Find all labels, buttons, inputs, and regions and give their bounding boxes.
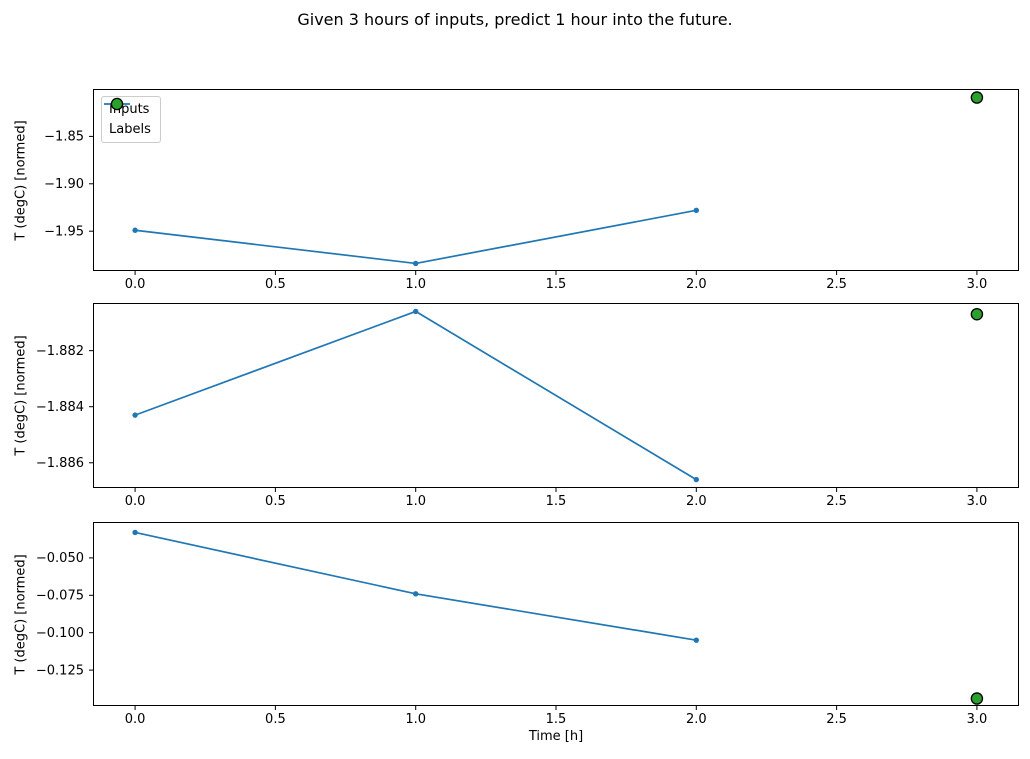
y-axis-label-text: T (degC) [normed] xyxy=(13,553,29,675)
x-axis-label: Time [h] xyxy=(528,729,584,744)
axes-frame xyxy=(93,89,1019,271)
x-tick-label: 3.0 xyxy=(967,494,988,509)
inputs-point xyxy=(693,207,700,214)
x-tick-label: 0.0 xyxy=(125,277,146,292)
axes-frame xyxy=(93,522,1019,706)
inputs-point xyxy=(693,476,700,483)
plot-area: 0.0 0.5 1.0 1.5 2.0 2.5 3.0 −1.882 −1.884 −1.886 xyxy=(36,303,1019,509)
y-axis-label-subplot-2: T (degC) [normed] xyxy=(6,303,36,488)
y-tick-label: −1.85 xyxy=(44,130,84,145)
x-tick-label: 2.0 xyxy=(686,277,707,292)
inputs-point xyxy=(412,260,419,267)
y-tick-label: −0.050 xyxy=(36,551,84,566)
legend-item-labels: Labels xyxy=(109,97,151,137)
y-tick-label: −0.125 xyxy=(36,663,84,678)
legend: Inputs Labels xyxy=(101,96,161,143)
y-axis-label-text: T (degC) [normed] xyxy=(13,119,29,241)
x-tick-label: 2.5 xyxy=(826,494,847,509)
x-tick-label: 0.0 xyxy=(125,494,146,509)
y-tick-label: −1.886 xyxy=(36,456,84,471)
x-tick-label: 2.5 xyxy=(826,277,847,292)
plot-area: 0.0 0.5 1.0 1.5 2.0 2.5 3.0 −0.050 −0.075 −0.100 −… xyxy=(36,522,1019,727)
labels-circle-marker-icon xyxy=(110,97,124,111)
y-tick-label: −1.90 xyxy=(44,177,84,192)
figure-title: Given 3 hours of inputs, predict 1 hour … xyxy=(297,10,733,29)
legend-label-labels: Labels xyxy=(109,122,151,137)
inputs-point xyxy=(412,308,419,315)
inputs-point xyxy=(132,529,138,536)
x-tick-label: 2.5 xyxy=(826,712,847,727)
plot-area: 0.0 0.5 1.0 1.5 2.0 2.5 3.0 −1.85 −1.90 −1.95 xyxy=(44,89,1019,292)
x-tick-label: 1.0 xyxy=(405,712,426,727)
x-tick-label: 3.0 xyxy=(967,277,988,292)
inputs-point xyxy=(412,591,419,597)
y-tick-label: −1.882 xyxy=(36,344,84,359)
y-axis-label-subplot-1: T (degC) [normed] xyxy=(6,89,36,271)
x-tick-label: 3.0 xyxy=(967,712,988,727)
y-tick-label: −0.075 xyxy=(36,589,84,604)
subplot-3: 0.0 0.5 1.0 1.5 2.0 2.5 3.0 −0.050 −0.075 −0.100 −… xyxy=(36,522,1019,727)
y-tick-label: −0.100 xyxy=(36,626,84,641)
x-tick-label: 1.5 xyxy=(546,494,567,509)
inputs-line xyxy=(134,531,697,642)
x-tick-label: 0.0 xyxy=(125,712,146,727)
y-axis-label-subplot-3: T (degC) [normed] xyxy=(6,522,36,706)
labels-point xyxy=(970,307,984,321)
x-tick-label: 2.0 xyxy=(686,494,707,509)
labels-point xyxy=(970,692,984,705)
x-tick-label: 1.0 xyxy=(405,494,426,509)
labels-point xyxy=(970,91,984,104)
inputs-point xyxy=(132,412,138,418)
x-tick-label: 0.5 xyxy=(265,494,286,509)
y-axis-label-text: T (degC) [normed] xyxy=(13,335,29,456)
y-tick-label: −1.95 xyxy=(44,224,84,239)
x-tick-label: 0.5 xyxy=(265,712,286,727)
inputs-line xyxy=(134,209,697,265)
x-tick-label: 1.0 xyxy=(405,277,426,292)
inputs-point xyxy=(693,637,700,643)
y-tick-label: −1.884 xyxy=(36,400,84,415)
axes-frame xyxy=(93,303,1019,488)
x-tick-label: 1.5 xyxy=(546,712,567,727)
inputs-line xyxy=(134,310,697,481)
x-tick-label: 1.5 xyxy=(546,277,567,292)
x-tick-label: 2.0 xyxy=(686,712,707,727)
inputs-point xyxy=(132,227,138,233)
x-tick-label: 0.5 xyxy=(265,277,286,292)
subplot-2: 0.0 0.5 1.0 1.5 2.0 2.5 3.0 −1.882 −1.884 −1.886 xyxy=(36,303,1019,509)
subplot-1: Inputs Labels 0.0 0.5 1.0 1.5 2.0 2.5 3.0 −1.85… xyxy=(44,89,1019,292)
